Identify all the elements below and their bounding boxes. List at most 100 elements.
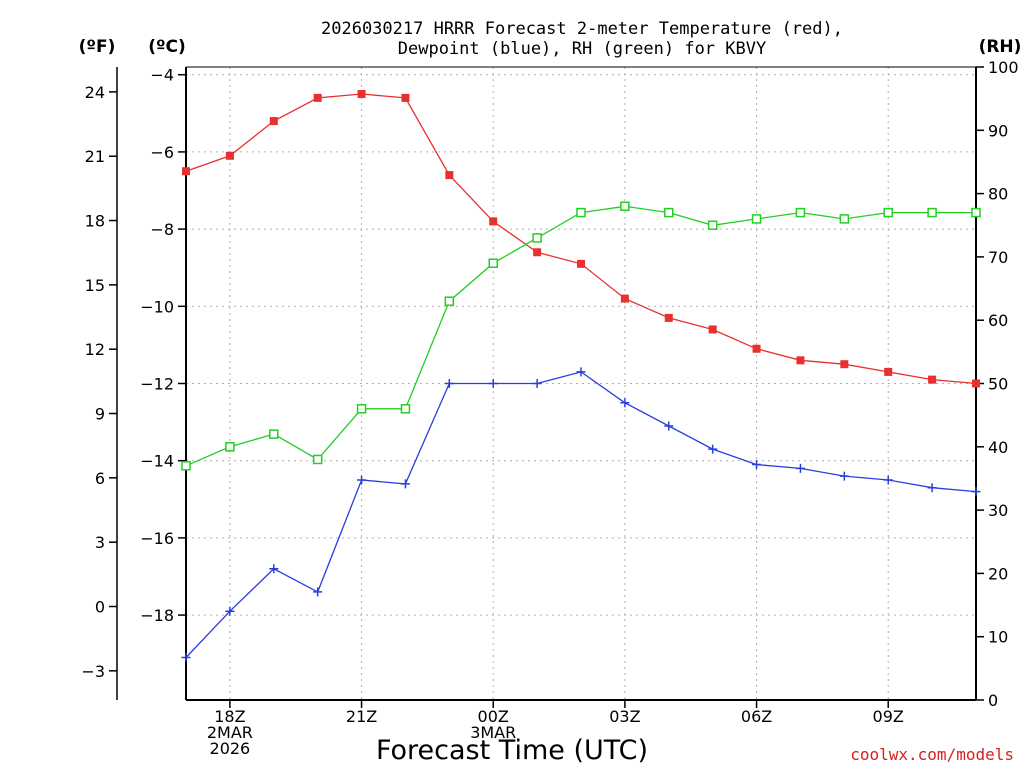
dewpoint-data-point bbox=[708, 444, 718, 454]
dewpoint-series-line bbox=[185, 371, 977, 658]
grid-lines bbox=[186, 67, 976, 700]
celsius-tick-label: −14 bbox=[140, 452, 174, 471]
temperature-data-point bbox=[533, 248, 542, 257]
celsius-tick-label: −6 bbox=[150, 143, 174, 162]
dewpoint-data-point bbox=[444, 379, 454, 388]
chart-title-line-2: Dewpoint (blue), RH (green) for KBVY bbox=[398, 39, 766, 59]
temperature-data-point bbox=[928, 375, 937, 384]
dewpoint-data-point bbox=[269, 564, 279, 574]
rh-data-point bbox=[356, 404, 367, 414]
rh-tick-label: 20 bbox=[988, 564, 1008, 583]
x-tick-label: 18Z bbox=[214, 707, 245, 726]
dewpoint-data-point bbox=[357, 475, 367, 485]
rh-data-point bbox=[269, 429, 279, 439]
rh-data-point bbox=[488, 258, 498, 268]
rh-data-point bbox=[312, 454, 323, 465]
temperature-data-point bbox=[664, 313, 673, 322]
temperature-data-point bbox=[445, 171, 454, 180]
rh-data-point bbox=[664, 207, 674, 218]
dewpoint-data-point bbox=[883, 475, 893, 485]
rh-tick-label: 100 bbox=[988, 58, 1019, 77]
celsius-tick-label: −12 bbox=[140, 375, 174, 394]
temperature-data-point bbox=[620, 294, 629, 303]
dewpoint-data-point bbox=[488, 379, 498, 388]
rh-tick-label: 90 bbox=[988, 121, 1008, 140]
rh-tick-label: 60 bbox=[988, 311, 1008, 330]
x-tick-label: 2MAR bbox=[207, 723, 253, 742]
dewpoint-data-point bbox=[181, 653, 191, 663]
fahrenheit-tick-label: 12 bbox=[85, 340, 105, 359]
temperature-data-point bbox=[269, 117, 278, 126]
temperature-data-point bbox=[884, 367, 893, 376]
temperature-data-point bbox=[752, 344, 761, 353]
celsius-tick-label: −10 bbox=[140, 297, 174, 316]
data-series bbox=[181, 90, 981, 663]
rh-data-point bbox=[839, 214, 850, 224]
temperature-data-point bbox=[708, 325, 717, 334]
rh-data-point bbox=[707, 220, 718, 230]
temperature-data-point bbox=[357, 90, 366, 99]
temperature-data-point bbox=[225, 151, 234, 160]
dewpoint-data-point bbox=[576, 367, 586, 377]
fahrenheit-tick-label: 0 bbox=[95, 598, 105, 617]
credit-label: coolwx.com/models bbox=[850, 745, 1014, 764]
x-tick-label: 21Z bbox=[346, 707, 377, 726]
fahrenheit-tick-label: 3 bbox=[95, 533, 105, 552]
temperature-series-line bbox=[185, 93, 977, 385]
rh-tick-label: 50 bbox=[988, 375, 1008, 394]
temperature-data-point bbox=[401, 93, 410, 102]
temperature-data-point bbox=[972, 379, 980, 388]
temperature-data-point bbox=[182, 167, 190, 176]
celsius-tick-label: −4 bbox=[150, 66, 174, 85]
fahrenheit-tick-label: 9 bbox=[95, 405, 105, 424]
dewpoint-data-point bbox=[752, 460, 762, 470]
temperature-data-point bbox=[489, 217, 498, 226]
chart-title-line-1: 2026030217 HRRR Forecast 2-meter Tempera… bbox=[321, 19, 843, 39]
rh-unit-label: (RH) bbox=[979, 37, 1022, 57]
dewpoint-data-point bbox=[971, 487, 981, 497]
dewpoint-data-point bbox=[313, 587, 323, 597]
dewpoint-data-point bbox=[664, 421, 674, 431]
x-axis-label: Forecast Time (UTC) bbox=[376, 735, 648, 766]
dewpoint-data-point bbox=[225, 606, 235, 616]
temperature-data-point bbox=[577, 259, 585, 268]
rh-tick-label: 30 bbox=[988, 501, 1008, 520]
rh-data-point bbox=[795, 207, 806, 218]
rh-data-point bbox=[927, 207, 937, 218]
rh-series-line bbox=[185, 205, 976, 467]
dewpoint-data-point bbox=[839, 471, 849, 481]
x-tick-label: 2026 bbox=[210, 739, 251, 758]
dewpoint-data-point bbox=[795, 463, 805, 473]
celsius-tick-label: −18 bbox=[140, 606, 174, 625]
rh-tick-label: 40 bbox=[988, 438, 1008, 457]
celsius-unit-label: (ºC) bbox=[148, 37, 186, 57]
rh-data-point bbox=[883, 207, 893, 218]
fahrenheit-tick-label: −3 bbox=[81, 662, 105, 681]
dewpoint-data-point bbox=[400, 479, 410, 489]
temperature-data-point bbox=[796, 356, 805, 365]
fahrenheit-tick-label: 18 bbox=[85, 212, 105, 231]
x-tick-label: 03Z bbox=[609, 707, 640, 726]
x-tick-label: 00Z bbox=[478, 707, 509, 726]
chart-axes: 24211815129630−3−4−6−8−10−12−14−16−18010… bbox=[81, 58, 1018, 758]
rh-tick-label: 80 bbox=[988, 185, 1008, 204]
rh-data-point bbox=[400, 404, 411, 414]
fahrenheit-tick-label: 21 bbox=[85, 147, 105, 166]
fahrenheit-tick-label: 15 bbox=[85, 276, 105, 295]
dewpoint-data-point bbox=[620, 398, 630, 408]
rh-data-point bbox=[971, 207, 981, 218]
fahrenheit-unit-label: (ºF) bbox=[79, 37, 116, 57]
rh-data-point bbox=[576, 207, 586, 218]
fahrenheit-tick-label: 6 bbox=[95, 469, 105, 488]
rh-data-point bbox=[444, 296, 455, 306]
temperature-data-point bbox=[313, 93, 322, 102]
temperature-data-point bbox=[840, 360, 849, 369]
rh-data-point bbox=[751, 214, 762, 224]
fahrenheit-tick-label: 24 bbox=[85, 83, 105, 102]
x-tick-label: 09Z bbox=[873, 707, 904, 726]
celsius-tick-label: −8 bbox=[150, 220, 174, 239]
rh-data-point bbox=[532, 233, 542, 243]
rh-tick-label: 10 bbox=[988, 628, 1008, 647]
rh-data-point bbox=[181, 461, 191, 471]
